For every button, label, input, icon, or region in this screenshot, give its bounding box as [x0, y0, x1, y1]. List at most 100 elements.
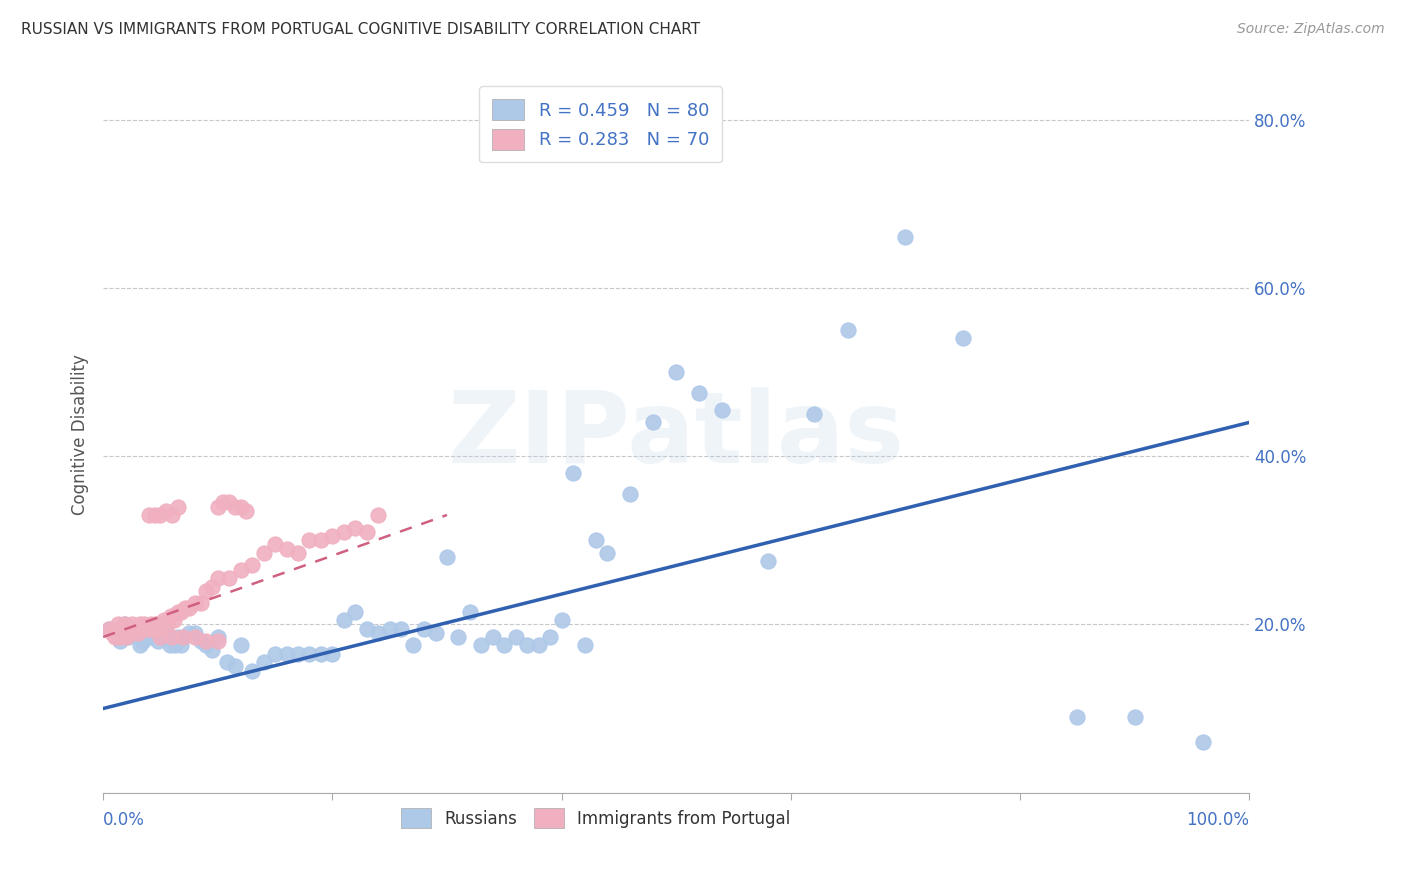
Point [172, 630, 194, 644]
Point [425, 625, 447, 640]
Point [436, 550, 458, 565]
Point [562, 466, 585, 480]
Point [128, 639, 150, 653]
Point [207, 634, 229, 648]
Point [367, 508, 389, 522]
Point [121, 617, 143, 632]
Text: RUSSIAN VS IMMIGRANTS FROM PORTUGAL COGNITIVE DISABILITY CORRELATION CHART: RUSSIAN VS IMMIGRANTS FROM PORTUGAL COGN… [21, 22, 700, 37]
Point [711, 402, 734, 417]
Point [172, 630, 194, 644]
Point [505, 630, 527, 644]
Point [124, 625, 146, 640]
Point [470, 639, 492, 653]
Point [309, 533, 332, 548]
Point [550, 613, 572, 627]
Point [159, 609, 181, 624]
Point [170, 639, 193, 653]
Point [104, 625, 127, 640]
Point [195, 634, 218, 648]
Point [252, 655, 274, 669]
Point [118, 625, 141, 640]
Point [107, 617, 129, 632]
Point [401, 639, 423, 653]
Point [240, 664, 263, 678]
Point [141, 617, 163, 632]
Point [160, 630, 183, 644]
Point [224, 659, 246, 673]
Point [321, 647, 343, 661]
Point [298, 647, 321, 661]
Point [756, 554, 779, 568]
Point [115, 622, 138, 636]
Point [190, 596, 212, 610]
Point [356, 622, 378, 636]
Point [538, 630, 561, 644]
Point [111, 625, 134, 640]
Point [356, 524, 378, 539]
Point [101, 625, 124, 640]
Point [110, 622, 132, 636]
Point [121, 625, 143, 640]
Point [138, 508, 160, 522]
Point [894, 230, 917, 244]
Point [264, 537, 287, 551]
Point [619, 487, 641, 501]
Point [166, 630, 188, 644]
Point [97, 622, 120, 636]
Point [195, 583, 218, 598]
Point [155, 625, 177, 640]
Point [149, 508, 172, 522]
Point [803, 407, 825, 421]
Point [1192, 735, 1215, 749]
Point [367, 625, 389, 640]
Point [218, 571, 240, 585]
Point [516, 639, 538, 653]
Point [184, 625, 207, 640]
Point [1066, 710, 1088, 724]
Point [212, 495, 235, 509]
Point [482, 630, 505, 644]
Text: Source: ZipAtlas.com: Source: ZipAtlas.com [1237, 22, 1385, 37]
Point [596, 546, 619, 560]
Point [132, 634, 155, 648]
Point [138, 630, 160, 644]
Point [458, 605, 481, 619]
Point [155, 504, 177, 518]
Point [321, 529, 343, 543]
Point [156, 617, 179, 632]
Point [165, 639, 187, 653]
Point [276, 541, 298, 556]
Point [494, 639, 516, 653]
Point [153, 613, 176, 627]
Point [276, 647, 298, 661]
Point [149, 622, 172, 636]
Point [146, 622, 169, 636]
Point [146, 634, 169, 648]
Point [110, 630, 132, 644]
Point [117, 630, 139, 644]
Point [141, 622, 163, 636]
Point [574, 639, 596, 653]
Point [166, 500, 188, 514]
Point [378, 622, 401, 636]
Point [115, 630, 138, 644]
Y-axis label: Cognitive Disability: Cognitive Disability [72, 355, 89, 516]
Point [184, 630, 207, 644]
Point [149, 630, 172, 644]
Point [207, 571, 229, 585]
Point [309, 647, 332, 661]
Point [173, 600, 195, 615]
Text: ZIPatlas: ZIPatlas [447, 386, 904, 483]
Point [121, 622, 143, 636]
Point [177, 625, 200, 640]
Point [177, 600, 200, 615]
Text: 0.0%: 0.0% [103, 811, 145, 829]
Point [252, 546, 274, 560]
Point [131, 622, 153, 636]
Point [127, 630, 149, 644]
Point [1123, 710, 1146, 724]
Point [215, 655, 238, 669]
Point [287, 647, 309, 661]
Point [97, 622, 120, 636]
Point [333, 613, 356, 627]
